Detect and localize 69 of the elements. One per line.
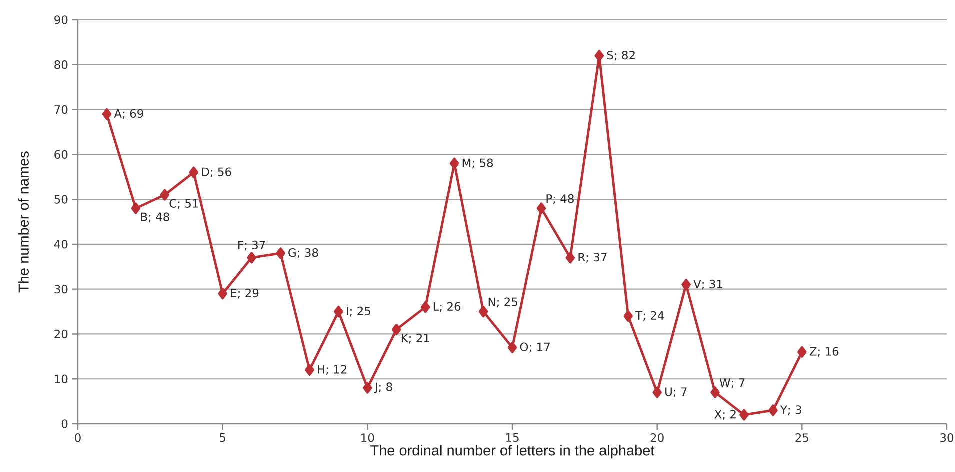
data-label: F; 37 bbox=[238, 240, 266, 251]
point bbox=[710, 386, 720, 398]
x-tick-label: 20 bbox=[650, 434, 664, 442]
point bbox=[652, 386, 662, 398]
data-label: X; 2 bbox=[714, 410, 736, 420]
data-label: B; 48 bbox=[141, 212, 170, 223]
point bbox=[508, 342, 518, 354]
point bbox=[160, 189, 170, 201]
point bbox=[305, 364, 314, 376]
data-label: L; 26 bbox=[434, 302, 461, 312]
point bbox=[450, 158, 460, 170]
x-axis-title: The ordinal number of letters in the alphabet bbox=[370, 445, 655, 459]
point bbox=[218, 288, 228, 300]
data-label: V; 31 bbox=[694, 280, 722, 290]
point bbox=[740, 409, 749, 421]
data-label: M; 58 bbox=[462, 158, 494, 169]
data-label: S; 82 bbox=[607, 50, 635, 61]
point bbox=[420, 301, 430, 314]
data-label: I; 25 bbox=[347, 306, 370, 317]
y-tick-label: 50 bbox=[54, 195, 68, 204]
data-label: O; 17 bbox=[520, 342, 550, 353]
data-label: H; 12 bbox=[318, 365, 347, 376]
y-tick-label: 90 bbox=[54, 16, 68, 24]
data-label: A; 69 bbox=[114, 109, 144, 120]
data-label: N; 25 bbox=[488, 298, 518, 308]
x-tick-label: 5 bbox=[220, 434, 226, 442]
point bbox=[334, 306, 344, 318]
data-label: D; 56 bbox=[202, 168, 232, 178]
y-tick-label: 60 bbox=[54, 150, 68, 160]
data-label: Y; 3 bbox=[780, 406, 802, 416]
y-tick-label: 20 bbox=[54, 330, 68, 339]
x-tick-label: 30 bbox=[940, 434, 954, 442]
data-label: P; 48 bbox=[546, 194, 574, 204]
point bbox=[102, 108, 112, 120]
data-label: E; 29 bbox=[231, 288, 259, 299]
point bbox=[536, 202, 546, 214]
data-label: J; 8 bbox=[374, 382, 392, 394]
x-tick-label: 0 bbox=[75, 434, 81, 442]
x-tick-label: 10 bbox=[362, 434, 374, 442]
point bbox=[478, 306, 488, 318]
point bbox=[189, 166, 199, 178]
data-label: W; 7 bbox=[720, 378, 745, 388]
point bbox=[682, 279, 691, 291]
point bbox=[566, 252, 576, 264]
data-label: T; 24 bbox=[636, 311, 664, 322]
y-tick-label: 70 bbox=[54, 105, 68, 114]
y-tick-label: 80 bbox=[54, 60, 68, 70]
point bbox=[798, 346, 807, 358]
point bbox=[363, 382, 372, 394]
y-axis-title: The number of names bbox=[18, 152, 29, 293]
point bbox=[392, 324, 402, 336]
y-tick-label: 30 bbox=[54, 284, 68, 294]
point bbox=[624, 310, 634, 322]
data-label: U; 7 bbox=[666, 388, 687, 398]
data-label: K; 21 bbox=[402, 334, 430, 344]
y-tick-label: 40 bbox=[54, 240, 68, 249]
point bbox=[131, 202, 141, 214]
point bbox=[768, 404, 778, 416]
y-tick-label: 0 bbox=[62, 420, 68, 428]
x-tick-label: 15 bbox=[506, 434, 519, 442]
data-label: R; 37 bbox=[578, 252, 607, 263]
x-tick-label: 25 bbox=[796, 434, 808, 442]
y-tick-label: 10 bbox=[55, 374, 68, 384]
point bbox=[594, 50, 604, 62]
point bbox=[247, 252, 256, 264]
data-label: C; 51 bbox=[170, 199, 198, 210]
data-label: G; 38 bbox=[288, 248, 318, 258]
data-label: Z; 16 bbox=[810, 347, 839, 358]
point bbox=[276, 248, 286, 260]
